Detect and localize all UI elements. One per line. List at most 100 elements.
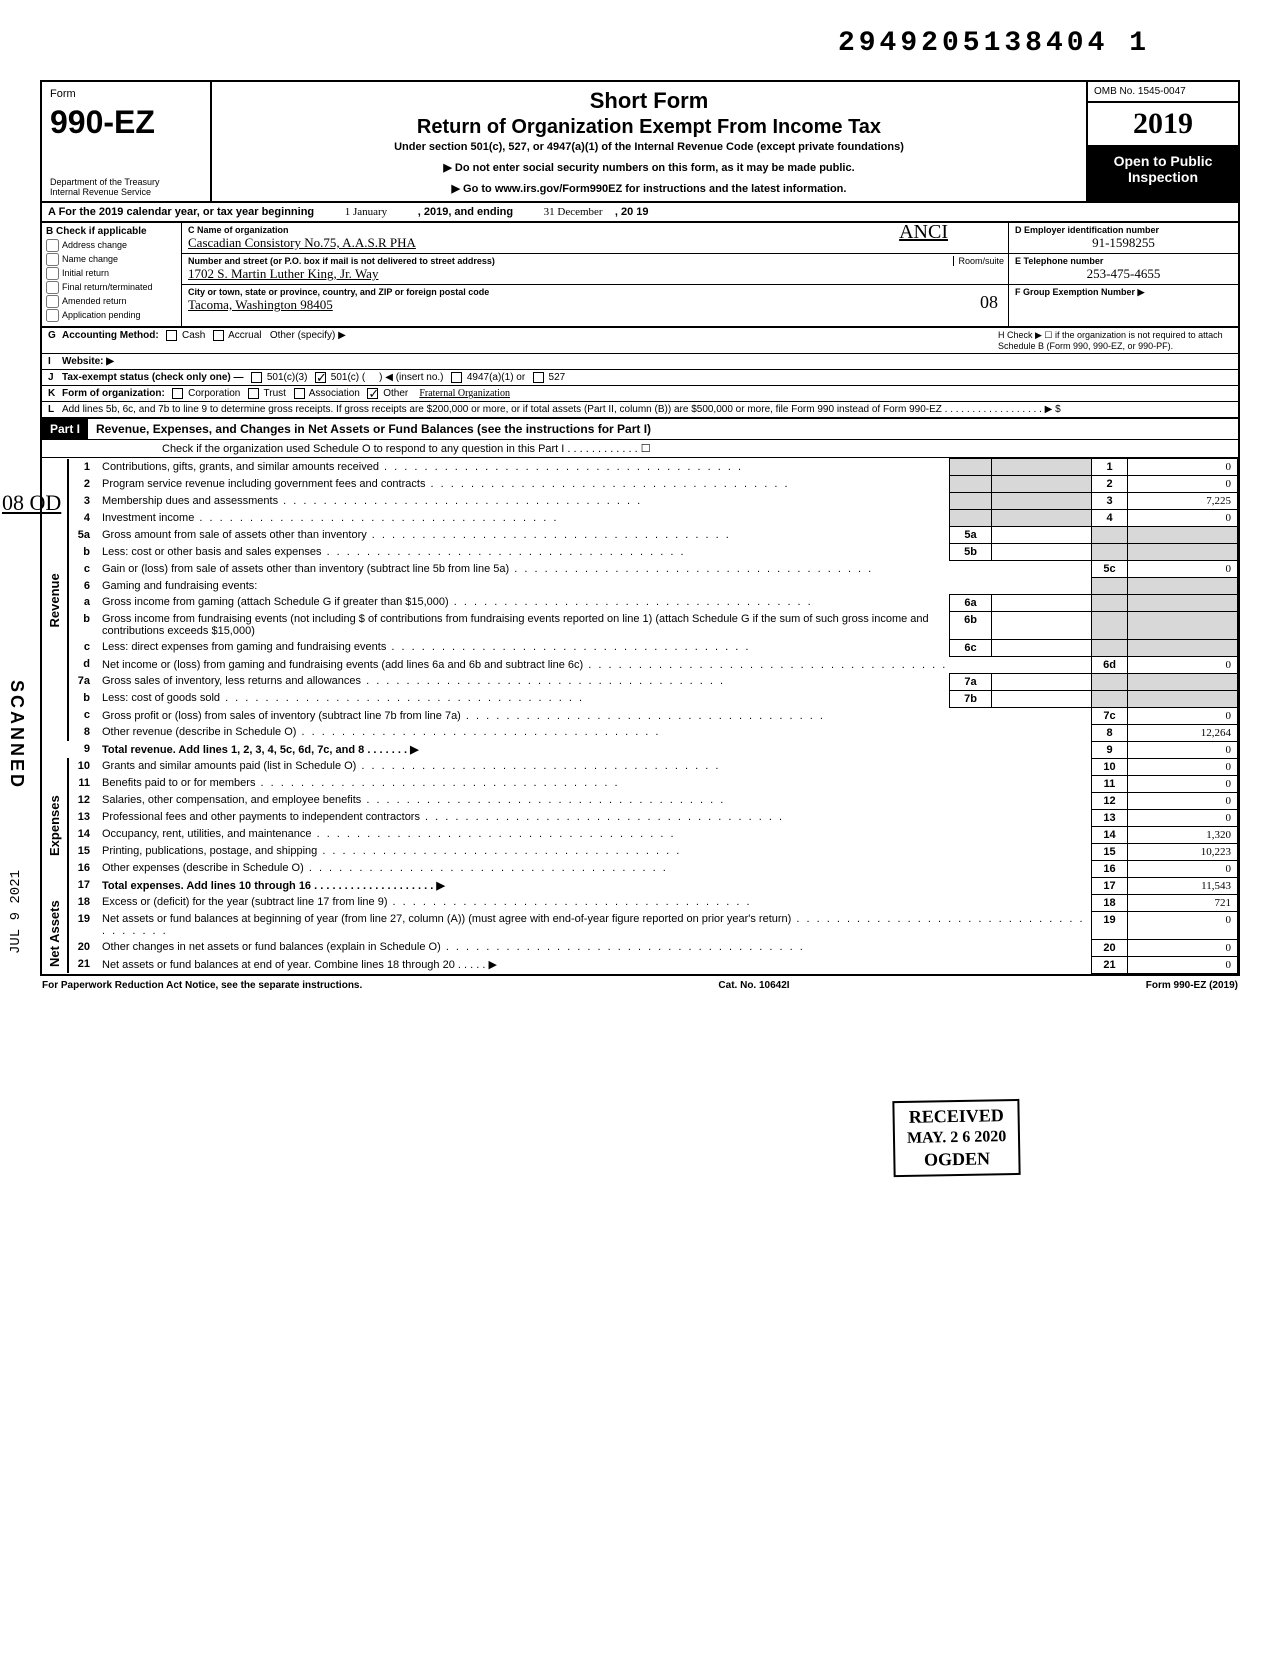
received-text: RECEIVED — [906, 1105, 1006, 1128]
l12-amt: 0 — [1128, 792, 1238, 809]
l3-no: 3 — [68, 493, 98, 510]
block-bcdef: B Check if applicable Address change Nam… — [40, 223, 1240, 328]
f-label: F Group Exemption Number ▶ — [1015, 287, 1232, 298]
l3-desc: Membership dues and assessments — [98, 493, 950, 510]
l7a-no: 7a — [68, 673, 98, 690]
part-1-sub: Check if the organization used Schedule … — [42, 440, 1238, 458]
cb-501c3[interactable] — [251, 372, 262, 383]
l10-desc: Grants and similar amounts paid (list in… — [98, 758, 1092, 775]
c-street: 1702 S. Martin Luther King, Jr. Way — [188, 266, 378, 281]
l7b-mid: 7b — [950, 690, 992, 707]
cb-final-return[interactable]: Final return/terminated — [46, 281, 177, 294]
row-a-yy: , 20 19 — [615, 206, 649, 218]
cb-501c[interactable] — [315, 372, 326, 383]
j-key: J — [48, 372, 62, 383]
l7c-no: c — [68, 707, 98, 724]
form-header-center: Short Form Return of Organization Exempt… — [212, 82, 1088, 201]
form-header-left: Form 990-EZ Department of the Treasury I… — [42, 82, 212, 201]
margin-date-stamp: JUL 9 2021 — [8, 870, 24, 954]
l21-desc: Net assets or fund balances at end of ye… — [102, 959, 455, 971]
l4-no: 4 — [68, 510, 98, 527]
cb-corporation[interactable] — [172, 388, 183, 399]
l20-box: 20 — [1092, 939, 1128, 956]
l16-box: 16 — [1092, 860, 1128, 877]
cb-name-change[interactable]: Name change — [46, 253, 177, 266]
cb-application-pending[interactable]: Application pending — [46, 309, 177, 322]
l4-box: 4 — [1092, 510, 1128, 527]
i-label: Website: ▶ — [62, 356, 114, 367]
l15-no: 15 — [68, 843, 98, 860]
l8-box: 8 — [1092, 724, 1128, 741]
form-number: 990-EZ — [50, 104, 202, 141]
col-c: C Name of organization Cascadian Consist… — [182, 223, 1008, 326]
d-label: D Employer identification number — [1015, 225, 1232, 235]
cb-4947[interactable] — [451, 372, 462, 383]
footer-left: For Paperwork Reduction Act Notice, see … — [42, 980, 362, 991]
l6c-desc: Less: direct expenses from gaming and fu… — [98, 639, 950, 656]
e-phone: 253-475-4655 — [1015, 266, 1232, 282]
l2-no: 2 — [68, 476, 98, 493]
l16-desc: Other expenses (describe in Schedule O) — [98, 860, 1092, 877]
l3-amt: 7,225 — [1128, 493, 1238, 510]
cb-address-change[interactable]: Address change — [46, 239, 177, 252]
c-street-label: Number and street (or P.O. box if mail i… — [188, 256, 1002, 266]
received-stamp: RECEIVED MAY. 2 6 2020 OGDEN — [892, 1099, 1021, 1177]
part-1: Part I Revenue, Expenses, and Changes in… — [40, 419, 1240, 976]
l17-desc: Total expenses. Add lines 10 through 16 — [102, 880, 311, 892]
l3-box: 3 — [1092, 493, 1128, 510]
cb-association[interactable] — [294, 388, 305, 399]
l1-desc: Contributions, gifts, grants, and simila… — [98, 459, 950, 476]
scanned-stamp: SCANNED — [6, 680, 27, 790]
l1-no: 1 — [68, 459, 98, 476]
l9-desc: Total revenue. Add lines 1, 2, 3, 4, 5c,… — [102, 744, 364, 756]
cb-initial-return[interactable]: Initial return — [46, 267, 177, 280]
dept-treasury: Department of the Treasury — [50, 177, 160, 187]
l17-box: 17 — [1092, 877, 1128, 894]
l5b-mid: 5b — [950, 544, 992, 561]
l9-box: 9 — [1092, 741, 1128, 758]
l18-amt: 721 — [1128, 894, 1238, 911]
barcode-number: 2949205138404 1 — [838, 28, 1150, 59]
l7a-desc: Gross sales of inventory, less returns a… — [98, 673, 950, 690]
l1-box: 1 — [1092, 459, 1128, 476]
l8-amt: 12,264 — [1128, 724, 1238, 741]
l6c-no: c — [68, 639, 98, 656]
d-ein: 91-1598255 — [1015, 235, 1232, 251]
l20-amt: 0 — [1128, 939, 1238, 956]
g-key: G — [48, 330, 62, 351]
l9-no: 9 — [68, 741, 98, 758]
c-hand-anci: ANCI — [899, 221, 948, 244]
cb-cash[interactable] — [166, 330, 177, 341]
l21-amt: 0 — [1128, 956, 1238, 973]
col-def: D Employer identification number 91-1598… — [1008, 223, 1238, 326]
form-label: Form — [50, 88, 76, 100]
l8-no: 8 — [68, 724, 98, 741]
l7b-no: b — [68, 690, 98, 707]
part-1-label: Part I — [42, 419, 88, 439]
cb-other[interactable] — [367, 388, 378, 399]
cb-527[interactable] — [533, 372, 544, 383]
l11-box: 11 — [1092, 775, 1128, 792]
part-1-title: Revenue, Expenses, and Changes in Net As… — [88, 419, 1238, 439]
form-subtitle: Under section 501(c), 527, or 4947(a)(1)… — [222, 141, 1076, 153]
side-expenses: Expenses — [42, 758, 68, 894]
l-key: L — [48, 404, 62, 415]
omb-number: OMB No. 1545-0047 — [1088, 82, 1238, 103]
cb-amended-return[interactable]: Amended return — [46, 295, 177, 308]
i-key: I — [48, 356, 62, 367]
col-b-checkboxes: B Check if applicable Address change Nam… — [42, 223, 182, 326]
cb-accrual[interactable] — [213, 330, 224, 341]
l6d-no: d — [68, 656, 98, 673]
l6b-mid: 6b — [950, 611, 992, 639]
j-label: Tax-exempt status (check only one) — — [62, 372, 244, 383]
l17-no: 17 — [68, 877, 98, 894]
l13-no: 13 — [68, 809, 98, 826]
cb-trust[interactable] — [248, 388, 259, 399]
e-label: E Telephone number — [1015, 256, 1232, 266]
l7c-desc: Gross profit or (loss) from sales of inv… — [98, 707, 1092, 724]
l5c-box: 5c — [1092, 561, 1128, 578]
l14-box: 14 — [1092, 826, 1128, 843]
l5a-desc: Gross amount from sale of assets other t… — [98, 527, 950, 544]
l16-no: 16 — [68, 860, 98, 877]
l15-box: 15 — [1092, 843, 1128, 860]
